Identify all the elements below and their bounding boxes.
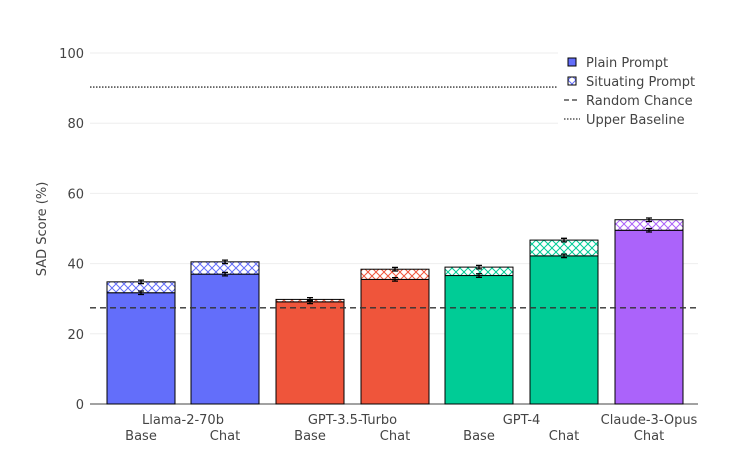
y-tick-label: 40 [67, 258, 84, 273]
y-tick-label: 80 [67, 117, 84, 132]
legend-situating-icon [567, 76, 577, 86]
x-sub-label: Base [463, 429, 495, 444]
legend: Plain Prompt Situating Prompt Random Chanc… [558, 50, 698, 130]
error-bar [476, 273, 482, 278]
bar-plain-prompt [444, 275, 514, 405]
y-tick-label: 60 [67, 187, 84, 202]
bar-plain-prompt [614, 229, 684, 405]
x-group-label: Claude-3-Opus [601, 413, 698, 428]
x-sub-label: Chat [549, 429, 579, 444]
x-group-label: Llama-2-70b [142, 413, 224, 428]
legend-label: Situating Prompt [586, 75, 695, 90]
legend-plain-icon [567, 57, 577, 67]
x-group-label: GPT-4 [503, 413, 541, 428]
error-bar [392, 276, 398, 282]
x-sub-label: Base [294, 429, 326, 444]
legend-label: Random Chance [586, 94, 693, 109]
error-bar [138, 290, 144, 296]
error-bar [392, 266, 398, 272]
error-bar [561, 253, 567, 259]
bar-plain-prompt [190, 273, 260, 405]
error-bar [222, 259, 228, 265]
error-bar [476, 264, 482, 270]
y-tick-label: 20 [67, 328, 84, 343]
bar-plain-prompt [106, 292, 176, 405]
error-bar [561, 237, 567, 243]
x-group-label: GPT-3.5-Turbo [308, 413, 397, 428]
x-sub-label: Chat [210, 429, 240, 444]
error-bar [646, 227, 652, 233]
error-bar [138, 279, 144, 285]
y-tick-label: 0 [76, 398, 84, 413]
x-sub-label: Base [125, 429, 157, 444]
bar-plain-prompt [275, 301, 345, 405]
x-sub-label: Chat [634, 429, 664, 444]
y-tick-label: 100 [59, 47, 84, 62]
legend-label: Upper Baseline [586, 113, 685, 128]
bar-plain-prompt [529, 255, 599, 405]
error-bar [222, 271, 228, 277]
error-bar [646, 217, 652, 223]
legend-label: Plain Prompt [586, 56, 668, 71]
error-bar [307, 296, 313, 302]
x-sub-label: Chat [380, 429, 410, 444]
y-axis-title: SAD Score (%) [35, 182, 50, 277]
bar-plain-prompt [360, 278, 430, 405]
